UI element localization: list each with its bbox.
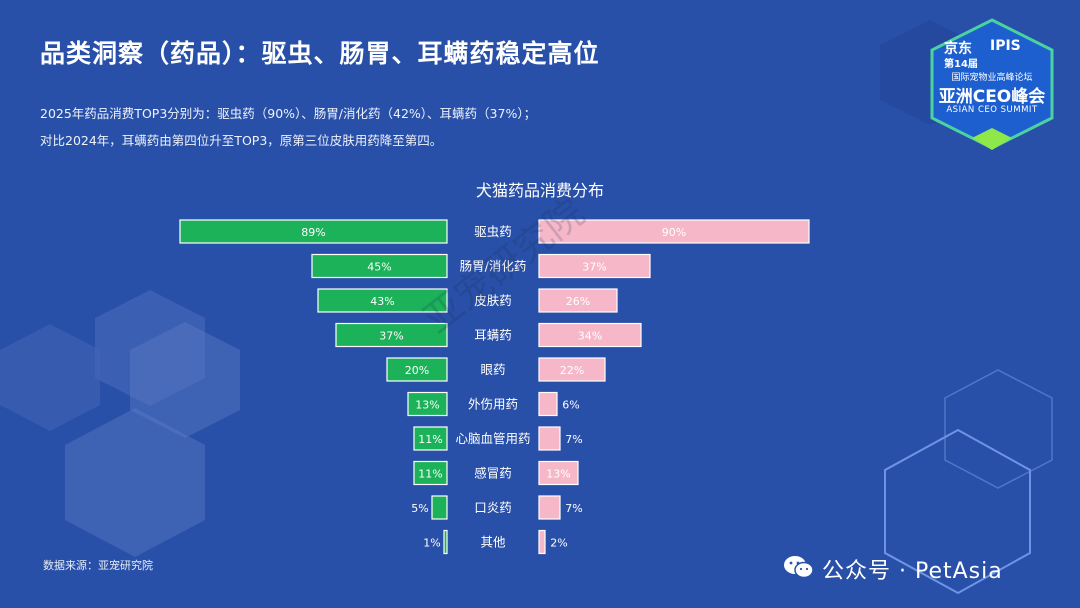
category-label-5: 外伤用药 bbox=[468, 397, 518, 412]
logo-ipis: IPIS bbox=[990, 38, 1021, 54]
label-right-0: 90% bbox=[662, 226, 686, 239]
label-left-0: 89% bbox=[301, 226, 325, 239]
label-right-5: 6% bbox=[562, 399, 579, 412]
category-label-4: 眼药 bbox=[480, 362, 505, 377]
bar-right-1 bbox=[538, 253, 651, 279]
label-right-8: 7% bbox=[565, 502, 582, 515]
wechat-account: 公众号 · PetAsia bbox=[822, 559, 1003, 584]
label-left-1: 45% bbox=[367, 261, 391, 274]
label-right-7: 13% bbox=[546, 468, 570, 481]
bar-left-6 bbox=[413, 426, 448, 451]
bar-left-5 bbox=[407, 391, 448, 417]
bar-left-0 bbox=[179, 219, 448, 244]
label-right-1: 37% bbox=[582, 261, 606, 274]
bar-left-2 bbox=[317, 288, 448, 313]
label-left-4: 20% bbox=[405, 364, 429, 377]
summit-logo: 京东 第14届 IPIS 国际宠物业高峰论坛 亚洲CEO峰会 ASIAN CEO… bbox=[930, 18, 1054, 156]
logo-brand: 京东 bbox=[944, 41, 972, 57]
label-right-6: 7% bbox=[565, 433, 582, 446]
label-left-2: 43% bbox=[370, 295, 394, 308]
label-left-6: 11% bbox=[418, 433, 442, 446]
bar-left-7 bbox=[413, 460, 448, 486]
data-source: 数据来源：亚宠研究院 bbox=[43, 559, 153, 572]
category-label-1: 肠胃/消化药 bbox=[460, 259, 527, 274]
label-right-9: 2% bbox=[550, 537, 567, 550]
category-label-6: 心脑血管用药 bbox=[455, 431, 530, 446]
label-left-9: 1% bbox=[423, 537, 440, 550]
category-label-0: 驱虫药 bbox=[474, 224, 512, 239]
label-left-8: 5% bbox=[411, 502, 428, 515]
bar-left-3 bbox=[335, 322, 448, 348]
category-label-8: 口炎药 bbox=[474, 500, 512, 515]
bar-right-6 bbox=[538, 426, 561, 451]
subtitle-line-2: 对比2024年，耳螨药由第四位升至TOP3，原第三位皮肤用药降至第四。 bbox=[40, 133, 443, 148]
bar-right-0 bbox=[538, 219, 810, 244]
category-label-7: 感冒药 bbox=[474, 466, 512, 481]
bar-right-5 bbox=[538, 391, 558, 417]
logo-forum: 国际宠物业高峰论坛 bbox=[951, 73, 1033, 83]
logo-edition: 第14届 bbox=[944, 59, 978, 70]
bar-right-8 bbox=[538, 495, 561, 520]
bar-left-1 bbox=[311, 253, 448, 279]
label-right-4: 22% bbox=[560, 364, 584, 377]
bar-right-2 bbox=[538, 288, 618, 313]
label-right-3: 34% bbox=[578, 330, 602, 343]
logo-badge-icon bbox=[930, 18, 1054, 150]
bar-right-7 bbox=[538, 460, 579, 486]
chart-title: 犬猫药品消费分布 bbox=[475, 181, 604, 200]
bar-right-9 bbox=[538, 529, 546, 555]
category-label-2: 皮肤药 bbox=[474, 293, 512, 308]
label-left-7: 11% bbox=[418, 468, 442, 481]
subtitle-line-1: 2025年药品消费TOP3分别为：驱虫药（90%）、肠胃/消化药（42%）、耳螨… bbox=[40, 106, 537, 121]
bar-left-9 bbox=[443, 529, 448, 555]
category-label-9: 其他 bbox=[480, 535, 506, 550]
page-title: 品类洞察（药品）：驱虫、肠胃、耳螨药稳定高位 bbox=[40, 39, 600, 68]
bar-left-8 bbox=[431, 495, 448, 520]
label-left-5: 13% bbox=[415, 399, 439, 412]
bar-left-4 bbox=[386, 357, 448, 382]
wechat-icon bbox=[784, 556, 814, 579]
bar-right-3 bbox=[538, 322, 642, 348]
label-right-2: 26% bbox=[566, 295, 590, 308]
category-label-3: 耳螨药 bbox=[474, 328, 512, 343]
logo-summit: 亚洲CEO峰会 bbox=[938, 87, 1046, 107]
logo-summit-en: ASIAN CEO SUMMIT bbox=[946, 105, 1038, 115]
bar-right-4 bbox=[538, 357, 606, 382]
label-left-3: 37% bbox=[379, 330, 403, 343]
